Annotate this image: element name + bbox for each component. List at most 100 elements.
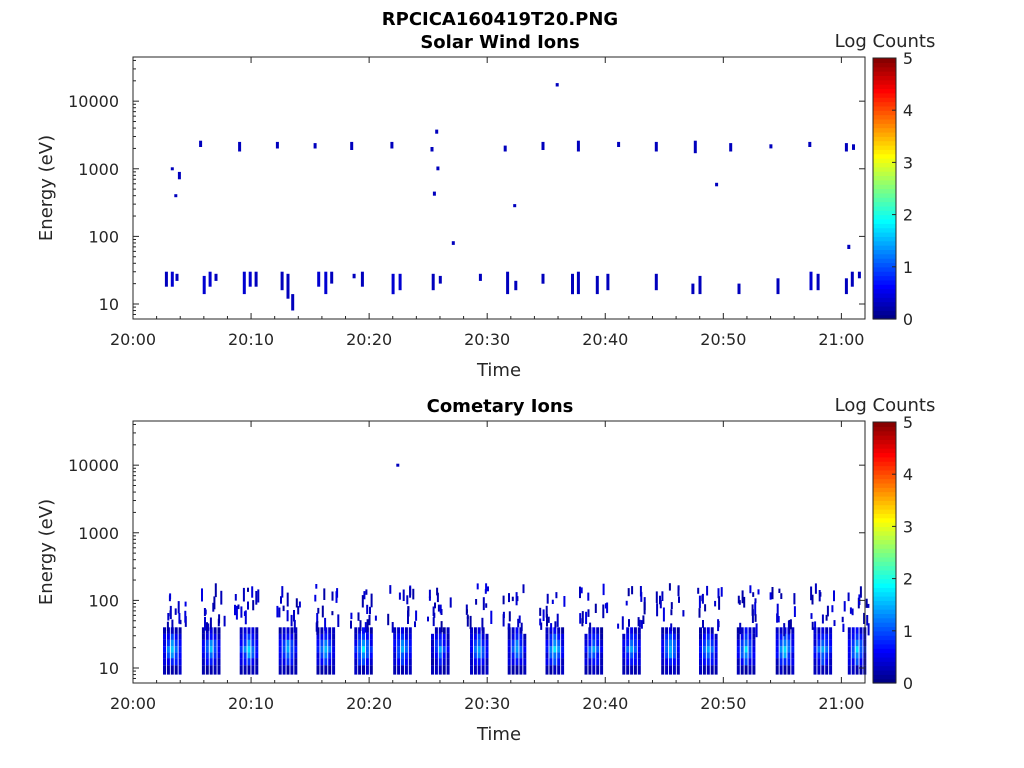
spectrogram-cell [205,658,209,666]
spectrogram-cell [174,658,178,666]
spectrogram-cell [584,658,588,666]
spectrogram-cell [737,595,740,604]
spectrogram-cell [213,658,217,666]
spectrogram-cell [779,652,783,659]
spectrogram-cell [740,646,744,653]
spectrogram-cell [481,646,485,653]
spectrogram-cell [213,633,217,640]
cometary-y-axis: 10 100 1000 10000 [68,423,865,684]
spectrogram-cell [255,633,259,640]
spectrogram-cell [808,141,812,147]
spectrogram-cell [622,639,626,647]
colorbar-segment [873,517,896,523]
spectrogram-cell [637,639,641,647]
spectrogram-cell [431,665,434,675]
spectrogram-cell [851,633,855,640]
spectrogram-cell [209,639,213,647]
spectrogram-cell [476,583,479,590]
spectrogram-cell [282,605,285,612]
spectrogram-cell [255,591,258,605]
spectrogram-cell [466,616,469,627]
colorbar-segment [873,210,896,216]
spectrogram-cell [676,639,680,647]
spectrogram-cell [199,140,203,147]
spectrogram-cell [290,614,293,627]
colorbar-segment [873,656,896,662]
colorbar-tick-label: 1 [903,622,913,641]
spectrogram-cell [362,665,365,675]
spectrogram-cell [639,586,642,597]
spectrogram-cell [714,665,718,675]
colorbar-segment [873,569,896,575]
spectrogram-cell [473,665,477,675]
spectrogram-cell [217,627,221,634]
spectrogram-cell [251,633,255,640]
colorbar-segment [873,422,896,427]
spectrogram-cell [166,652,170,659]
spectrogram-cell [251,658,255,666]
spectrogram-cell [588,665,592,675]
spectrogram-cell [213,665,217,675]
spectrogram-cell [547,616,550,623]
spectrogram-cell [588,646,592,653]
spectrogram-cell [817,646,821,653]
spectrogram-cell [561,646,565,653]
y-tick-label: 1000 [78,160,119,179]
spectrogram-cell [440,621,443,633]
spectrogram-cell [358,639,362,647]
spectrogram-cell [393,646,397,653]
spectrogram-cell [743,596,746,608]
spectrogram-cell [661,591,664,601]
colorbar-segment [873,543,896,549]
spectrogram-cell [699,646,702,653]
colorbar-segment [873,474,896,480]
spectrogram-cell [217,658,221,666]
spectrogram-cell [354,652,358,659]
spectrogram-cell [201,658,205,666]
spectrogram-cell [436,587,439,596]
colorbar-tick-label: 2 [903,206,913,225]
spectrogram-cell [825,639,829,647]
spectrogram-cell [821,658,825,666]
spectrogram-cell [408,639,412,647]
spectrogram-cell [166,633,170,640]
spectrogram-cell [366,619,369,632]
colorbar-segment [873,435,896,440]
spectrogram-cell [821,633,825,640]
spectrogram-cell [749,585,752,594]
spectrogram-cell [584,665,588,675]
spectrogram-cell [360,271,364,287]
spectrogram-cell [829,665,833,675]
spectrogram-cell [542,609,545,621]
spectrogram-cell [217,665,221,675]
spectrogram-cell [699,633,702,640]
spectrogram-cell [434,658,438,666]
spectrogram-cell [316,613,319,624]
spectrogram-cell [368,615,371,626]
spectrogram-cell [212,602,215,612]
spectrogram-cell [592,652,596,659]
colorbar-segment [873,596,896,601]
spectrogram-cell [404,627,408,634]
spectrogram-cell [546,593,549,604]
spectrogram-cell [851,627,855,634]
spectrogram-cell [213,639,217,647]
spectrogram-cell [278,665,282,675]
spectrogram-cell [324,652,328,659]
spectrogram-cell [617,623,620,629]
spectrogram-cell [362,658,365,666]
spectrogram-cell [787,646,791,653]
spectrogram-cell [714,658,718,666]
spectrogram-cell [178,639,182,647]
spectrogram-cell [365,639,369,647]
colorbar-segment [873,448,896,454]
cometary-x-label: Time [476,724,521,745]
spectrogram-cell [857,271,861,279]
spectrogram-cell [469,615,472,630]
spectrogram-cell [748,652,752,659]
spectrogram-cell [865,598,868,608]
spectrogram-cell [589,622,592,632]
spectrogram-cell [507,665,511,675]
spectrogram-cell [813,646,817,653]
spectrogram-cell [561,652,565,659]
